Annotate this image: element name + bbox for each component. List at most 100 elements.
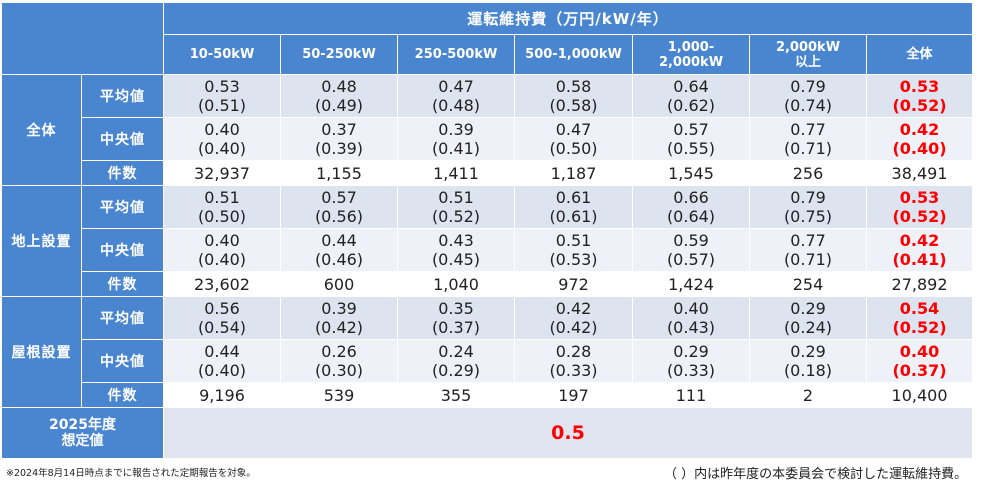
previous-value: (0.71) xyxy=(783,250,833,269)
value-cell: 0.29 (0.33) xyxy=(632,339,750,383)
previous-value: (0.30) xyxy=(314,361,364,380)
previous-value: (0.71) xyxy=(783,139,833,158)
value-cell: 0.57 (0.55) xyxy=(632,117,750,161)
current-value: 355 xyxy=(440,385,472,405)
current-value: 1,187 xyxy=(550,163,597,183)
count-cell: 256 xyxy=(749,160,867,186)
row-label: 中央値 xyxy=(81,117,164,161)
value-cell: 0.51 (0.50) xyxy=(163,185,281,229)
previous-value: (0.41) xyxy=(892,250,947,269)
value-cell: 0.29 (0.24) xyxy=(749,296,867,340)
count-cell: 1,155 xyxy=(280,160,398,186)
previous-value: (0.40) xyxy=(892,139,947,158)
footnote-right: （ ）内は昨年度の本委員会で検討した運転維持費。 xyxy=(664,467,968,482)
current-value: 600 xyxy=(323,274,355,294)
column-header: 2,000kW 以上 xyxy=(749,34,867,75)
current-value: 0.53 xyxy=(204,77,240,96)
current-value: 0.79 xyxy=(790,188,826,207)
previous-value: (0.49) xyxy=(314,96,364,115)
count-cell: 9,196 xyxy=(163,382,281,408)
current-value: 0.24 xyxy=(438,342,474,361)
previous-value: (0.55) xyxy=(666,139,716,158)
current-value: 0.44 xyxy=(204,342,240,361)
value-cell: 0.53 (0.52) xyxy=(865,185,974,229)
value-cell: 0.54 (0.52) xyxy=(865,296,974,340)
previous-value: (0.54) xyxy=(197,318,247,337)
previous-value: (0.42) xyxy=(314,318,364,337)
previous-value: (0.52) xyxy=(892,318,947,337)
current-value: 0.29 xyxy=(790,299,826,318)
column-header: 10-50kW xyxy=(163,34,281,75)
table-row: 件数 9,196 539 355 197 111 2 10,400 xyxy=(2,382,974,408)
value-cell: 0.35 (0.37) xyxy=(397,296,515,340)
current-value: 1,411 xyxy=(433,163,479,183)
current-value: 0.53 xyxy=(899,77,940,96)
current-value: 2 xyxy=(802,385,814,405)
value-cell: 0.47 (0.48) xyxy=(397,74,515,118)
current-value: 27,892 xyxy=(891,274,948,294)
value-cell: 0.56 (0.54) xyxy=(163,296,281,340)
current-value: 197 xyxy=(558,385,589,405)
value-cell: 0.51 (0.53) xyxy=(514,228,633,272)
previous-value: (0.56) xyxy=(314,207,364,226)
previous-value: (0.43) xyxy=(666,318,716,337)
current-value: 1,155 xyxy=(316,163,362,183)
value-cell: 0.53 (0.52) xyxy=(865,74,974,118)
current-value: 0.51 xyxy=(555,231,592,250)
previous-value: (0.51) xyxy=(197,96,247,115)
count-cell: 1,424 xyxy=(632,271,750,297)
previous-value: (0.46) xyxy=(314,250,364,269)
value-cell: 0.37 (0.39) xyxy=(280,117,398,161)
count-cell: 27,892 xyxy=(865,271,974,297)
table-row: 地上設置 平均値 0.51 (0.50) 0.57 (0.56) 0.51 (0.52) 0.6… xyxy=(1,185,974,297)
count-cell: 1,187 xyxy=(514,160,633,186)
value-cell: 0.77 (0.71) xyxy=(749,228,867,272)
current-value: 0.77 xyxy=(790,231,826,250)
column-header: 250-500kW xyxy=(397,34,515,75)
previous-value: (0.39) xyxy=(314,139,364,158)
row-label: 平均値 xyxy=(81,296,164,340)
previous-value: (0.41) xyxy=(431,139,481,158)
current-value: 0.43 xyxy=(438,231,474,250)
table-title: 運転維持費（万円/kW/年） xyxy=(162,2,974,35)
current-value: 9,196 xyxy=(199,385,245,405)
table-corner xyxy=(1,2,164,75)
current-value: 0.64 xyxy=(673,77,709,96)
current-value: 0.42 xyxy=(899,120,940,139)
current-value: 0.51 xyxy=(204,188,240,207)
table-row: 件数 32,937 1,155 1,411 1,187 1,545 256 38,491 xyxy=(2,160,974,186)
current-value: 0.61 xyxy=(555,188,592,207)
row-label: 件数 xyxy=(81,160,164,186)
previous-value: (0.48) xyxy=(431,96,481,115)
current-value: 1,040 xyxy=(433,274,479,294)
value-cell: 0.48 (0.49) xyxy=(280,74,398,118)
current-value: 0.29 xyxy=(790,342,826,361)
count-cell: 38,491 xyxy=(865,160,974,186)
current-value: 0.35 xyxy=(438,299,474,318)
row-label: 中央値 xyxy=(81,339,164,383)
current-value: 32,937 xyxy=(194,163,250,183)
value-cell: 0.53 (0.51) xyxy=(163,74,281,118)
table-row: 屋根設置 平均値 0.56 (0.54) 0.39 (0.42) 0.35 (0.37) 0.4… xyxy=(1,296,974,408)
count-cell: 2 xyxy=(749,382,867,408)
current-value: 0.79 xyxy=(790,77,826,96)
value-cell: 0.40 (0.40) xyxy=(163,228,281,272)
estimate-row: 2025年度 想定値 0.5 xyxy=(1,407,974,459)
current-value: 0.39 xyxy=(321,299,357,318)
count-cell: 600 xyxy=(280,271,398,297)
count-cell: 1,545 xyxy=(632,160,750,186)
previous-value: (0.37) xyxy=(892,361,947,380)
current-value: 0.56 xyxy=(204,299,240,318)
value-cell: 0.28 (0.33) xyxy=(514,339,633,383)
footnote-left: ※2024年8月14日時点までに報告された定期報告を対象。 xyxy=(6,468,256,479)
previous-value: (0.40) xyxy=(197,361,247,380)
count-cell: 10,400 xyxy=(865,382,974,408)
current-value: 0.40 xyxy=(204,231,240,250)
estimate-label: 2025年度 想定値 xyxy=(1,407,164,459)
current-value: 0.40 xyxy=(673,299,709,318)
count-cell: 539 xyxy=(280,382,398,408)
current-value: 539 xyxy=(323,385,355,405)
value-cell: 0.40 (0.37) xyxy=(865,339,974,383)
value-cell: 0.42 (0.41) xyxy=(865,228,974,272)
previous-value: (0.18) xyxy=(783,361,833,380)
